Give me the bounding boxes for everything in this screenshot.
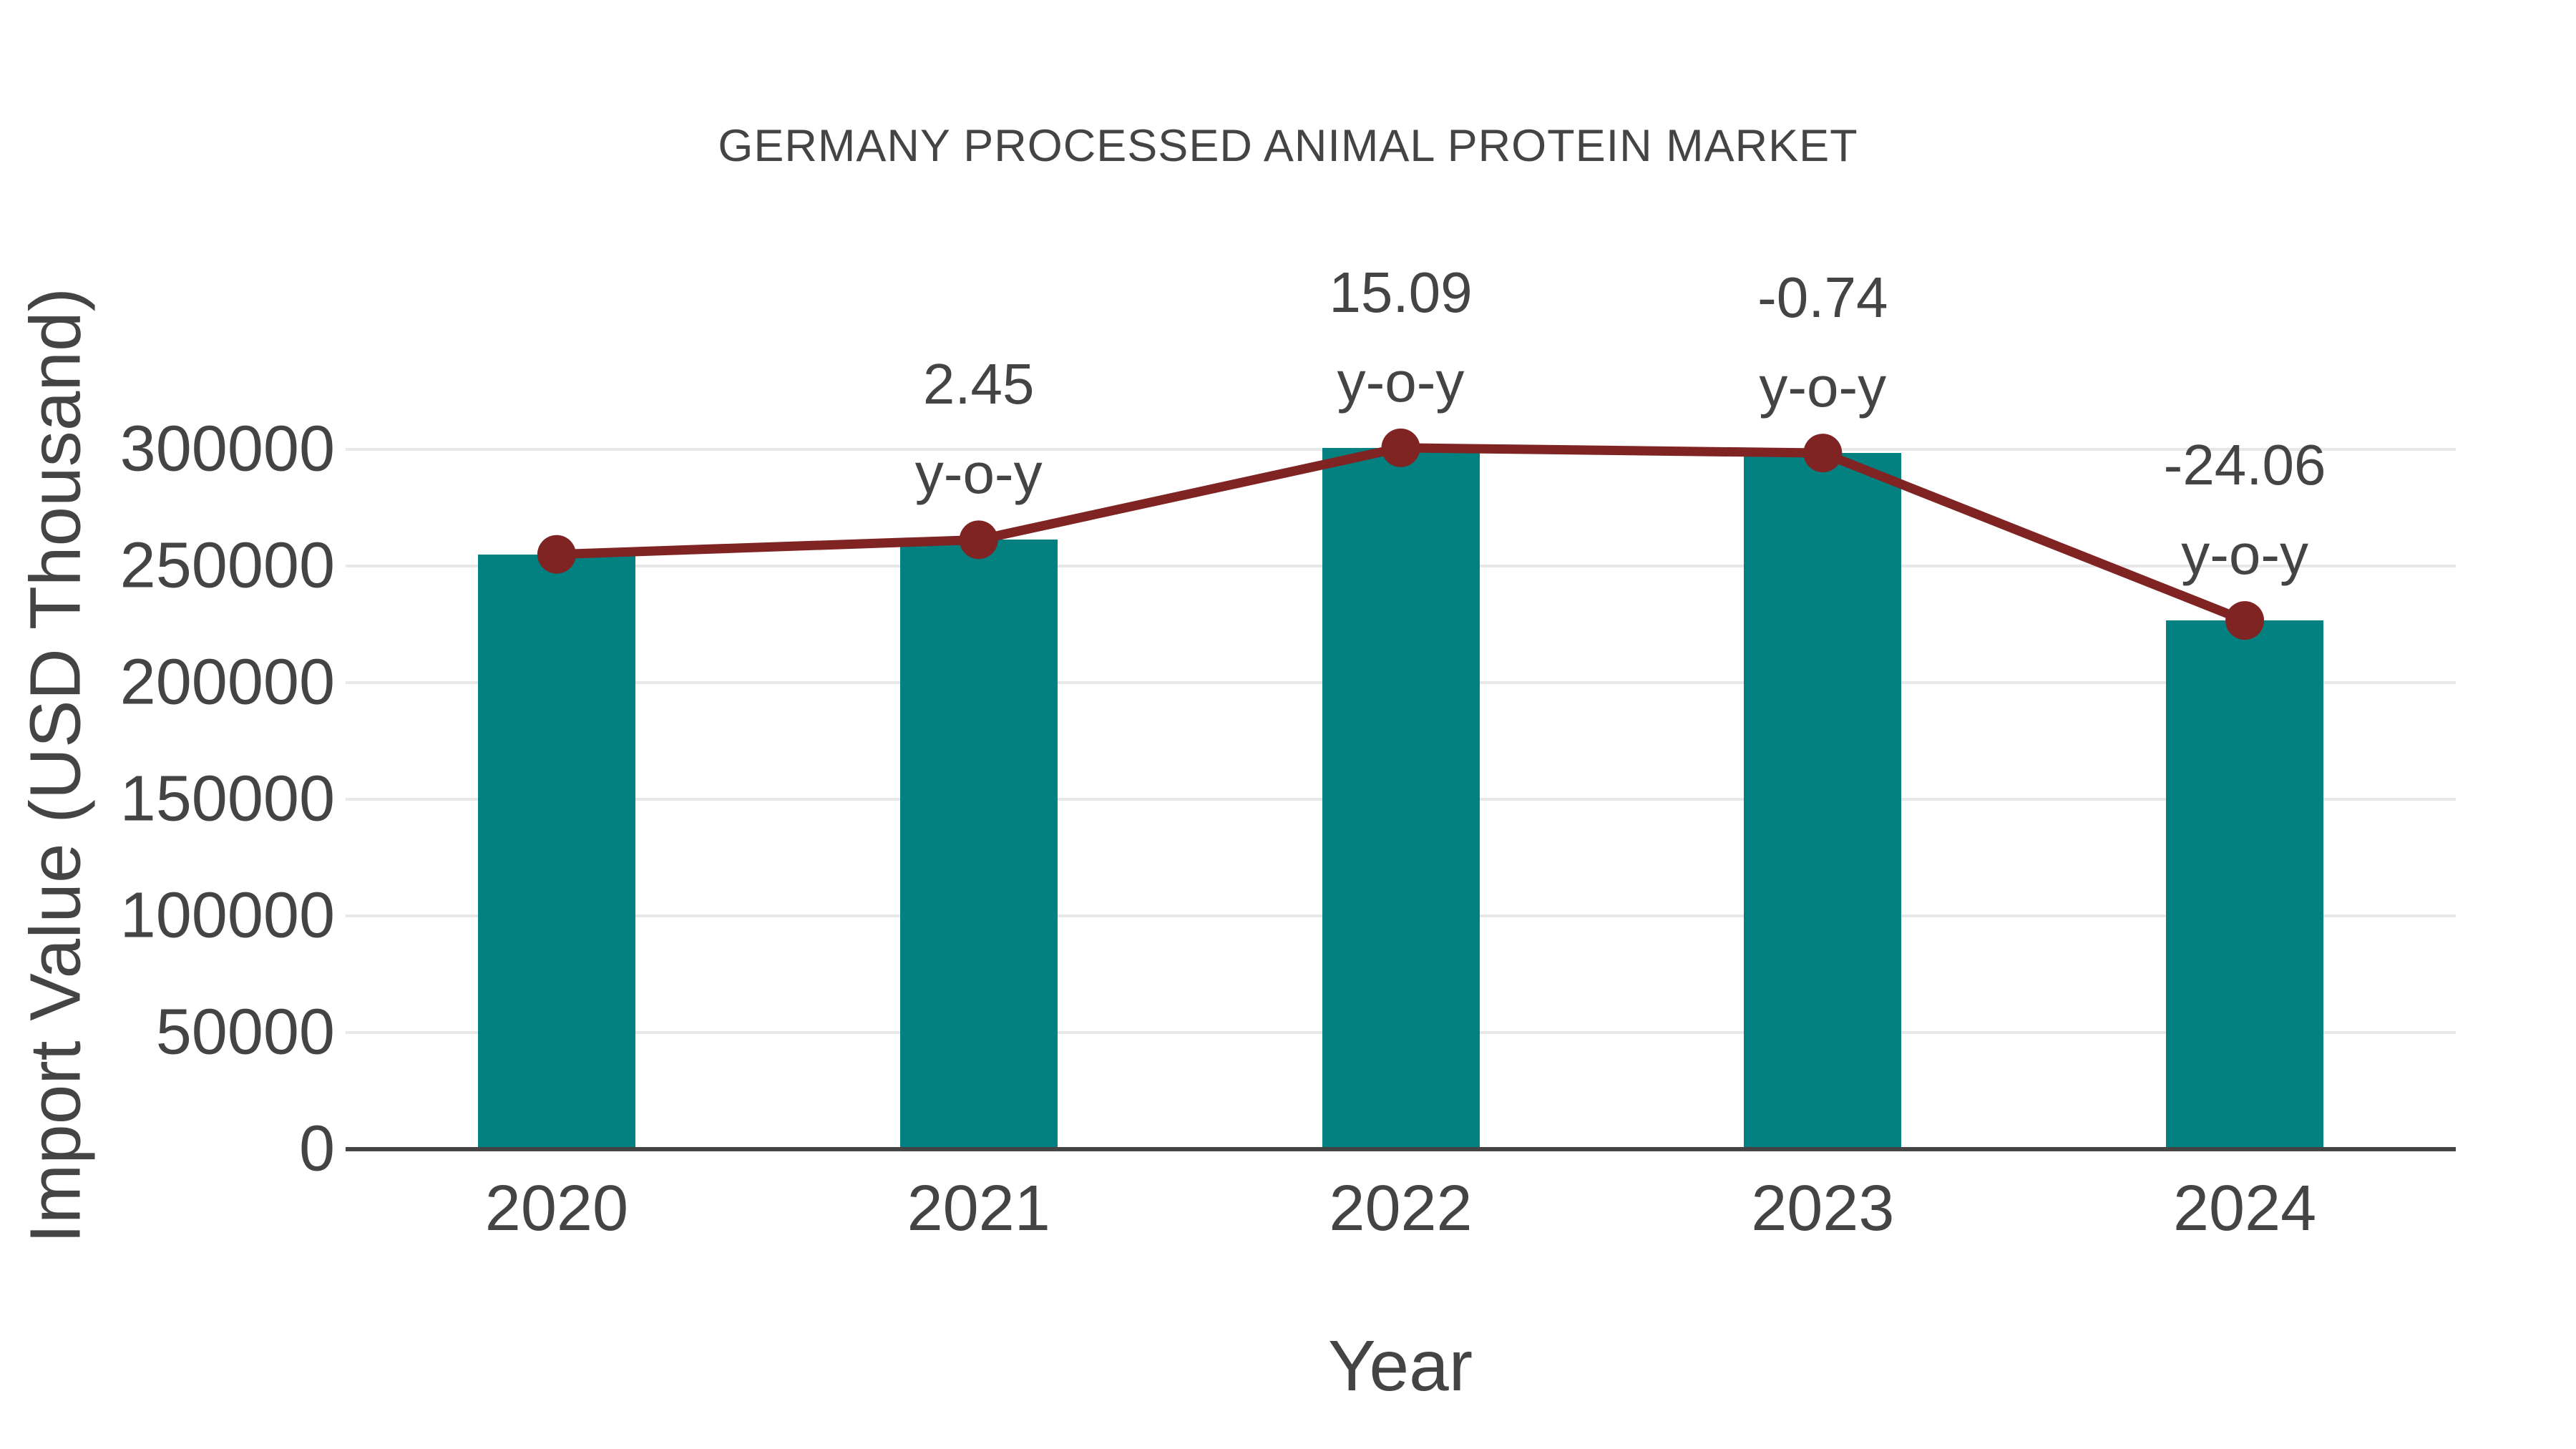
y-tick-label: 250000 (119, 530, 335, 602)
annotation-line: -0.74 (1757, 265, 1888, 330)
yoy-annotation-2024: -24.06 y-o-y (2164, 420, 2326, 599)
annotation-line: y-o-y (2181, 522, 2308, 587)
y-tick-label: 50000 (155, 996, 335, 1068)
annotation-line: 15.09 (1329, 260, 1473, 324)
bar-2020 (477, 554, 635, 1149)
y-tick-label: 100000 (119, 879, 335, 952)
y-tick-label: 150000 (119, 763, 335, 835)
chart-title: GERMANY PROCESSED ANIMAL PROTEIN MARKET (718, 121, 1858, 171)
yoy-annotation-2023: -0.74 y-o-y (1757, 253, 1888, 431)
x-tick-label-2021: 2021 (907, 1173, 1050, 1244)
x-tick-label-2022: 2022 (1329, 1173, 1473, 1244)
bar-2021 (899, 540, 1058, 1149)
yoy-annotation-2021: 2.45 y-o-y (915, 339, 1043, 518)
bar-2022 (1322, 447, 1480, 1149)
y-tick-label: 300000 (119, 413, 335, 485)
x-tick-label-2020: 2020 (484, 1173, 628, 1244)
x-tick-label-2024: 2024 (2172, 1173, 2317, 1244)
bar-2024 (2166, 620, 2324, 1149)
bar-2023 (1744, 453, 1902, 1149)
x-tick-label-2023: 2023 (1751, 1173, 1895, 1244)
annotation-line: y-o-y (1759, 355, 1887, 419)
x-axis-title: Year (1327, 1326, 1473, 1406)
y-tick-label: 0 (298, 1113, 335, 1185)
y-tick-label: 200000 (119, 646, 335, 718)
x-axis-line (346, 1147, 2456, 1151)
annotation-line: 2.45 (922, 352, 1035, 416)
yoy-annotation-2022: 15.09 y-o-y (1329, 248, 1472, 426)
annotation-line: y-o-y (1337, 349, 1465, 414)
annotation-line: y-o-y (914, 441, 1043, 506)
annotation-line: -24.06 (2163, 433, 2326, 497)
